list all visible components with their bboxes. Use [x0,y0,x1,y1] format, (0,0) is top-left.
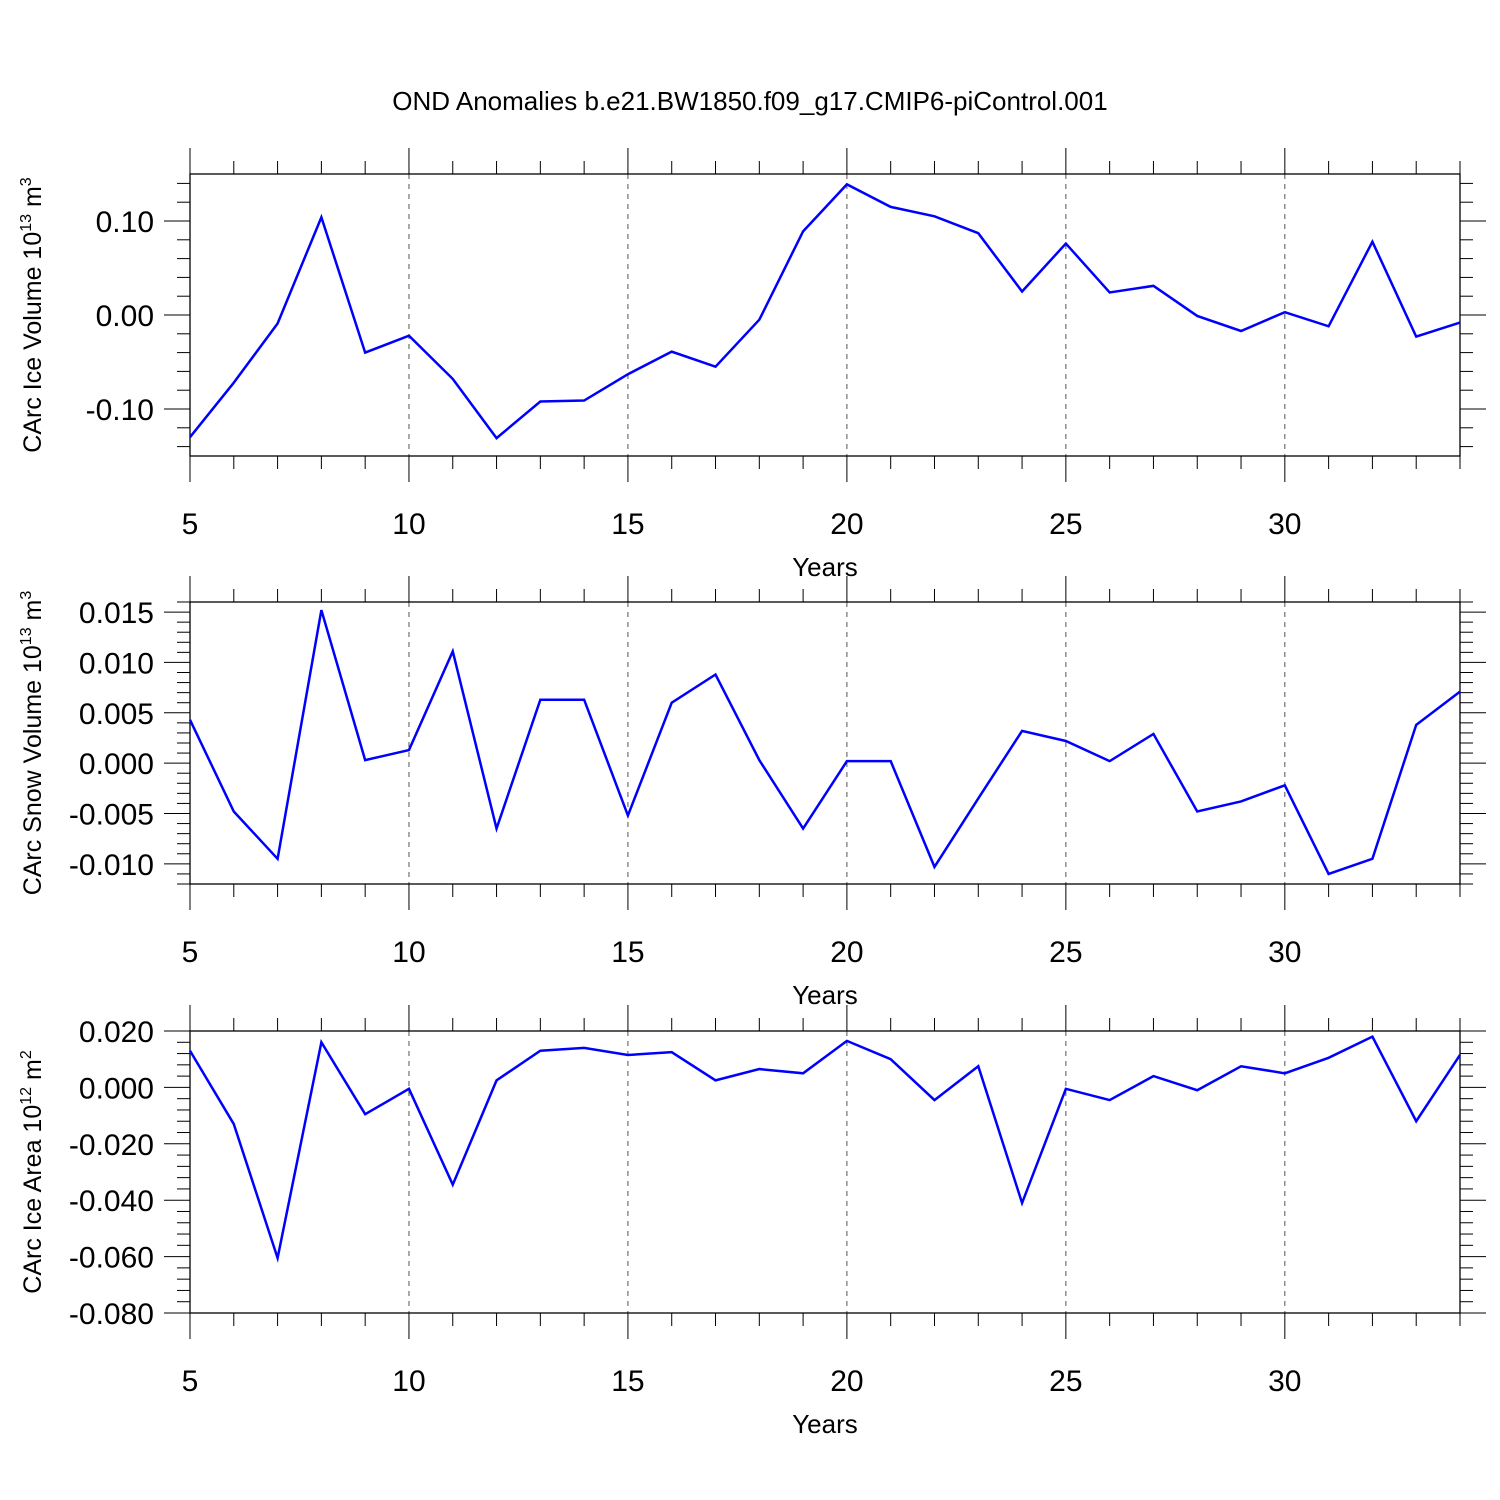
y-tick-label: 0.015 [79,597,154,630]
y-axis-label-text: CArc Snow Volume 10 [19,645,47,895]
x-axis-label: Years [792,980,858,1010]
y-tick-label: 0.000 [79,748,154,781]
y-axis-label-text: CArc Ice Volume 10 [19,232,47,453]
y-axis-label-exponent: 12 [18,1087,35,1105]
x-tick-label: 15 [611,936,644,969]
x-tick-label: 5 [182,1365,199,1398]
x-tick-label: 25 [1049,508,1082,541]
y-tick-label: 0.000 [79,1072,154,1105]
y-tick-label: -0.005 [69,799,154,832]
x-tick-label: 10 [392,508,425,541]
x-tick-label: 25 [1049,936,1082,969]
y-tick-label: -0.010 [69,849,154,882]
x-tick-label: 15 [611,508,644,541]
y-axis-label-unit-exponent: 2 [18,1050,35,1059]
x-axis-label: Years [792,1409,858,1439]
x-axis-label: Years [792,552,858,582]
y-axis-label-unit: m [19,186,47,214]
y-tick-label: -0.040 [69,1185,154,1218]
y-axis-label-unit: m [19,600,47,628]
y-axis-label-exponent: 13 [18,627,35,645]
y-axis-label: CArc Ice Volume 1013 m3 [18,177,47,453]
y-tick-label: -0.060 [69,1242,154,1275]
panel-1: 5 10 15 20 25 30 -0.10 0.00 0.10 CArc Ice Volume … [18,148,1486,582]
x-tick-label: 25 [1049,1365,1082,1398]
y-tick-label: 0.00 [96,300,154,333]
series-line [189,182,1461,440]
series-line [188,609,1461,876]
figure-title: OND Anomalies b.e21.BW1850.f09_g17.CMIP6… [392,86,1107,116]
y-tick-label: -0.10 [86,394,154,427]
x-tick-label: 20 [830,508,863,541]
y-tick-label: -0.080 [69,1298,154,1331]
x-tick-label: 5 [182,508,199,541]
x-tick-label: 30 [1268,936,1301,969]
y-axis-label: CArc Snow Volume 1013 m3 [18,591,47,896]
y-axis-label: CArc Ice Area 1012 m2 [18,1050,47,1294]
x-tick-label: 15 [611,1365,644,1398]
y-tick-label: -0.020 [69,1129,154,1162]
x-tick-label: 30 [1268,508,1301,541]
x-tick-label: 10 [392,936,425,969]
y-tick-label: 0.010 [79,647,154,680]
panel-3: 5 10 15 20 25 30 -0.080 -0.060 -0.040 -0.020 0.000… [18,1005,1486,1439]
series-line [188,1034,1462,1263]
y-tick-label: 0.020 [79,1016,154,1049]
x-tick-label: 20 [830,936,863,969]
y-tick-label: 0.10 [96,206,154,239]
x-tick-label: 10 [392,1365,425,1398]
y-axis-label-text: CArc Ice Area 10 [19,1105,47,1294]
y-axis-label-unit: m [19,1059,47,1087]
x-tick-label: 30 [1268,1365,1301,1398]
panel-2: 5 10 15 20 25 30 -0.010 -0.005 0.000 0.005 0.010 0.… [18,576,1486,1010]
x-tick-label: 20 [830,1365,863,1398]
y-axis-label-exponent: 13 [18,214,35,232]
y-axis-label-unit-exponent: 3 [18,177,35,186]
y-tick-label: 0.005 [79,698,154,731]
plot-frame [189,1030,1461,1314]
x-tick-label: 5 [182,936,199,969]
y-axis-label-unit-exponent: 3 [18,591,35,600]
